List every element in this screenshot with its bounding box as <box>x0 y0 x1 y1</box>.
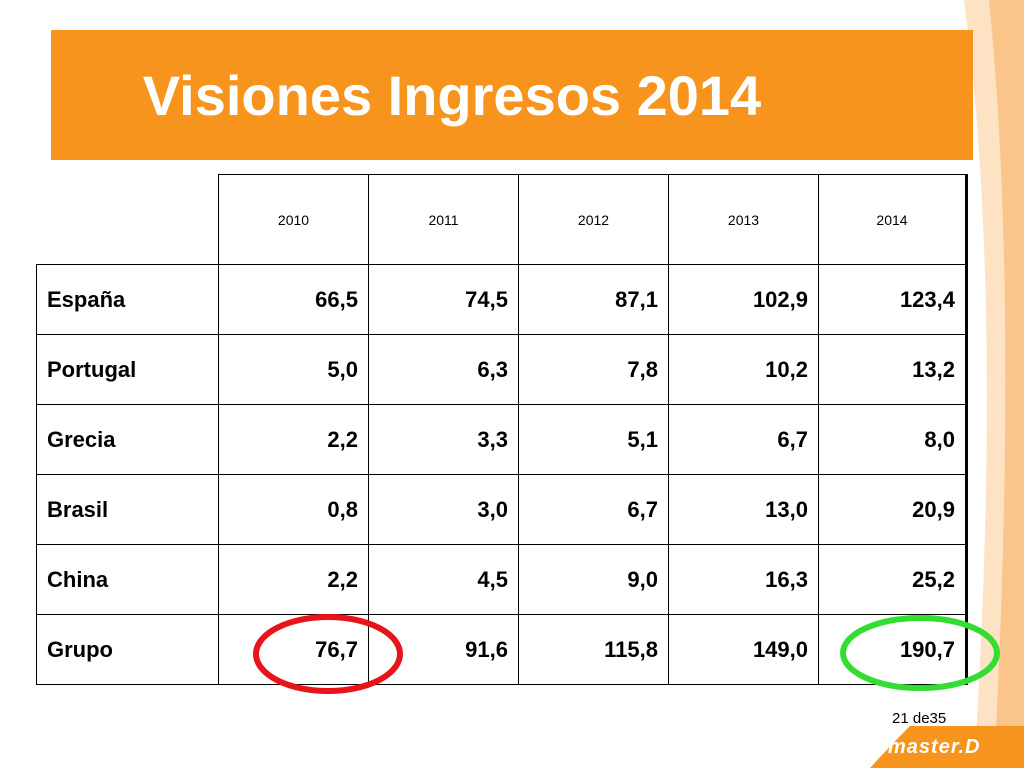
decorative-swoosh <box>964 0 1024 768</box>
table-cell: 16,3 <box>668 544 819 615</box>
row-label: España <box>36 264 219 335</box>
table-cell: 115,8 <box>518 614 669 685</box>
title-banner: Visiones Ingresos 2014 <box>51 30 973 160</box>
table-cell: 149,0 <box>668 614 819 685</box>
year-header: 2013 <box>668 174 819 265</box>
table-cell: 6,7 <box>518 474 669 545</box>
table-cell: 2,2 <box>218 544 369 615</box>
table-cell: 2,2 <box>218 404 369 475</box>
row-label: Portugal <box>36 334 219 405</box>
table-cell: 13,0 <box>668 474 819 545</box>
header-corner <box>36 174 219 265</box>
brand-logo: master.D <box>888 736 981 758</box>
row-label: Brasil <box>36 474 219 545</box>
table-cell: 66,5 <box>218 264 369 335</box>
year-header: 2011 <box>368 174 519 265</box>
income-table: 2010 2011 2012 2013 2014 España 66,5 74,… <box>36 174 968 685</box>
row-label: China <box>36 544 219 615</box>
table-row: Portugal 5,0 6,3 7,8 10,2 13,2 <box>36 334 968 405</box>
year-header: 2010 <box>218 174 369 265</box>
table-cell: 3,3 <box>368 404 519 475</box>
row-label: Grupo <box>36 614 219 685</box>
table-cell: 123,4 <box>818 264 968 335</box>
row-label: Grecia <box>36 404 219 475</box>
table-cell: 87,1 <box>518 264 669 335</box>
table-cell: 6,7 <box>668 404 819 475</box>
page-number: 21 de35 <box>892 710 947 727</box>
table-cell: 13,2 <box>818 334 968 405</box>
table-cell: 3,0 <box>368 474 519 545</box>
table-cell: 5,0 <box>218 334 369 405</box>
table-cell: 9,0 <box>518 544 669 615</box>
table-row: Grecia 2,2 3,3 5,1 6,7 8,0 <box>36 404 968 475</box>
table-cell: 7,8 <box>518 334 669 405</box>
table-cell: 20,9 <box>818 474 968 545</box>
year-header: 2012 <box>518 174 669 265</box>
table-cell: 74,5 <box>368 264 519 335</box>
slide-title: Visiones Ingresos 2014 <box>142 63 762 127</box>
table-cell: 102,9 <box>668 264 819 335</box>
table-row: China 2,2 4,5 9,0 16,3 25,2 <box>36 544 968 615</box>
table-cell: 5,1 <box>518 404 669 475</box>
table-cell: 8,0 <box>818 404 968 475</box>
table-row-total: Grupo 76,7 91,6 115,8 149,0 190,7 <box>36 614 968 685</box>
table-row: Brasil 0,8 3,0 6,7 13,0 20,9 <box>36 474 968 545</box>
table-cell: 91,6 <box>368 614 519 685</box>
table-row: España 66,5 74,5 87,1 102,9 123,4 <box>36 264 968 335</box>
table-cell: 4,5 <box>368 544 519 615</box>
table-cell: 76,7 <box>218 614 369 685</box>
table-cell: 25,2 <box>818 544 968 615</box>
table-cell: 10,2 <box>668 334 819 405</box>
header-row: 2010 2011 2012 2013 2014 <box>36 174 968 265</box>
year-header: 2014 <box>818 174 968 265</box>
table-cell: 0,8 <box>218 474 369 545</box>
table-cell: 6,3 <box>368 334 519 405</box>
table-cell: 190,7 <box>818 614 968 685</box>
